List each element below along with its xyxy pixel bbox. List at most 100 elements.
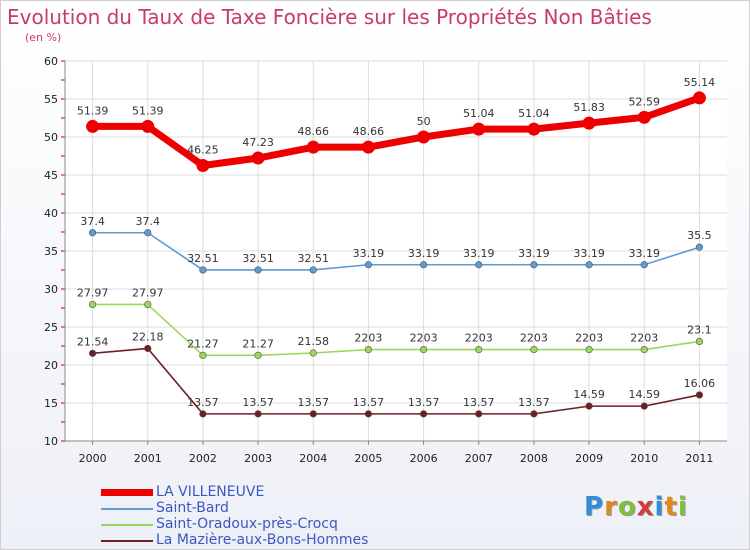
series-1-label-2008: 33.19 bbox=[518, 247, 550, 260]
x-tick-label-2004: 2004 bbox=[299, 452, 327, 465]
y-tick-label-30: 30 bbox=[44, 283, 58, 296]
logo-letter: t bbox=[664, 492, 678, 522]
chart-title: Evolution du Taux de Taxe Foncière sur l… bbox=[7, 5, 652, 29]
series-3-label-2009: 14.59 bbox=[573, 388, 605, 401]
series-line-1 bbox=[91, 231, 701, 271]
series-3-point-2005 bbox=[364, 410, 373, 418]
series-3-label-2007: 13.57 bbox=[463, 396, 495, 409]
series-line-2 bbox=[91, 303, 701, 357]
series-1-label-2010: 33.19 bbox=[629, 247, 661, 260]
series-3-point-2007 bbox=[475, 410, 483, 418]
series-3-point-2008 bbox=[530, 410, 538, 418]
x-tick-label-2000: 2000 bbox=[79, 452, 107, 465]
x-tick-label-2006: 2006 bbox=[410, 452, 438, 465]
series-1-point-2007 bbox=[475, 261, 483, 269]
series-0-point-2011 bbox=[692, 91, 706, 105]
series-3-point-2003 bbox=[254, 410, 262, 418]
chart-subtitle: (en %) bbox=[25, 31, 62, 44]
series-2-label-2005: 2203 bbox=[354, 332, 382, 345]
y-tick-label-15: 15 bbox=[44, 397, 58, 410]
x-tick-label-2003: 2003 bbox=[244, 452, 272, 465]
series-line-0 bbox=[89, 94, 703, 169]
x-tick-label-2001: 2001 bbox=[134, 452, 162, 465]
series-1-point-2001 bbox=[144, 229, 152, 237]
logo-letter: P bbox=[584, 492, 605, 522]
series-0-label-2000: 51.39 bbox=[77, 104, 109, 117]
series-3-label-2003: 13.57 bbox=[242, 396, 274, 409]
series-1-label-2005: 33.19 bbox=[353, 247, 385, 260]
series-0-label-2007: 51.04 bbox=[463, 107, 495, 120]
x-tick-label-2005: 2005 bbox=[354, 452, 382, 465]
series-3-label-2000: 21.54 bbox=[77, 335, 109, 348]
x-tick-label-2010: 2010 bbox=[630, 452, 658, 465]
y-tick-label-35: 35 bbox=[44, 245, 58, 258]
x-tick-label-2009: 2009 bbox=[575, 452, 603, 465]
logo-letter: x bbox=[636, 492, 655, 522]
series-0-point-2008 bbox=[527, 122, 541, 136]
series-3-label-2002: 13.57 bbox=[187, 396, 219, 409]
legend-swatch-0 bbox=[101, 489, 153, 496]
series-2-point-2003 bbox=[254, 351, 262, 359]
series-1-label-2011: 35.5 bbox=[687, 229, 712, 242]
legend-swatch-1 bbox=[101, 508, 153, 510]
x-tick-label-2008: 2008 bbox=[520, 452, 548, 465]
series-2-point-2001 bbox=[144, 300, 152, 309]
series-2-point-2004 bbox=[309, 349, 317, 357]
series-0-label-2008: 51.04 bbox=[518, 107, 550, 120]
series-2-label-2011: 23.1 bbox=[687, 323, 712, 336]
series-2-label-2001: 27.97 bbox=[132, 286, 164, 299]
series-3-point-2010 bbox=[640, 402, 648, 410]
series-3-label-2005: 13.57 bbox=[353, 396, 385, 409]
legend-swatch-3 bbox=[101, 540, 153, 542]
series-1-point-2002 bbox=[199, 266, 207, 274]
y-tick-label-40: 40 bbox=[44, 207, 58, 220]
series-3-label-2010: 14.59 bbox=[629, 388, 661, 401]
series-0-label-2005: 48.66 bbox=[353, 125, 385, 138]
series-0-point-2002 bbox=[196, 159, 210, 172]
series-2-point-2007 bbox=[475, 345, 483, 354]
series-3-label-2001: 22.18 bbox=[132, 330, 164, 343]
series-3-point-2004 bbox=[309, 410, 317, 418]
series-2-label-2000: 27.97 bbox=[77, 286, 109, 299]
series-1-label-2009: 33.19 bbox=[573, 247, 605, 260]
series-1-point-2005 bbox=[364, 261, 373, 269]
series-1-label-2000: 37.4 bbox=[80, 215, 105, 228]
series-1-label-2003: 32.51 bbox=[242, 252, 274, 265]
x-tick-label-2011: 2011 bbox=[685, 452, 713, 465]
series-2-point-2000 bbox=[88, 300, 97, 309]
y-tick-label-50: 50 bbox=[44, 131, 58, 144]
y-tick-label-60: 60 bbox=[44, 55, 58, 68]
series-0-label-2004: 48.66 bbox=[298, 125, 330, 138]
series-3-point-2001 bbox=[144, 344, 152, 353]
series-0-point-2007 bbox=[472, 122, 486, 136]
y-tick-label-10: 10 bbox=[44, 435, 58, 448]
series-0-point-2009 bbox=[582, 116, 596, 130]
legend-label-3: La Mazière-aux-Bons-Hommes bbox=[156, 532, 369, 548]
logo-letter: r bbox=[604, 492, 618, 522]
series-3-label-2006: 13.57 bbox=[408, 396, 440, 409]
series-0-label-2006: 50 bbox=[417, 115, 431, 128]
series-2-label-2002: 21.27 bbox=[187, 337, 219, 350]
series-0-point-2006 bbox=[417, 130, 431, 144]
series-1-label-2001: 37.4 bbox=[136, 215, 161, 228]
series-1-point-2009 bbox=[585, 261, 593, 269]
series-2-point-2006 bbox=[419, 345, 428, 354]
series-2-label-2006: 2203 bbox=[410, 332, 438, 345]
series-0-point-2000 bbox=[86, 119, 100, 133]
proxiti-logo: Proxiti bbox=[584, 492, 688, 522]
series-0-label-2010: 52.59 bbox=[629, 95, 661, 108]
series-0-label-2011: 55.14 bbox=[684, 76, 716, 89]
series-0-point-2004 bbox=[306, 140, 320, 154]
series-1-point-2011 bbox=[695, 243, 704, 251]
series-0-label-2001: 51.39 bbox=[132, 104, 164, 117]
series-2-label-2008: 2203 bbox=[520, 332, 548, 345]
series-1-point-2010 bbox=[640, 261, 648, 269]
series-1-point-2008 bbox=[530, 261, 538, 269]
series-line-3 bbox=[91, 347, 701, 415]
y-tick-label-20: 20 bbox=[44, 359, 58, 372]
legend-label-0: LA VILLENEUVE bbox=[156, 484, 265, 500]
series-2-point-2005 bbox=[364, 345, 373, 354]
series-2-label-2004: 21.58 bbox=[298, 335, 330, 348]
